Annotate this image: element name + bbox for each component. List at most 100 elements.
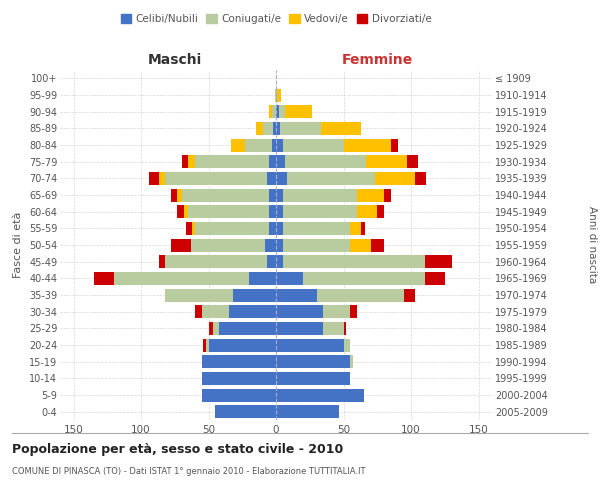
- Bar: [193, 222, 195, 235]
- Bar: [415, 172, 426, 185]
- Bar: [182, 188, 269, 202]
- Bar: [323, 322, 343, 335]
- Bar: [283, 188, 357, 202]
- Bar: [178, 188, 182, 202]
- Bar: [303, 272, 425, 285]
- Bar: [276, 172, 287, 185]
- Text: Popolazione per età, sesso e stato civile - 2010: Popolazione per età, sesso e stato civil…: [12, 442, 343, 456]
- Bar: [202, 355, 276, 368]
- Bar: [283, 255, 425, 268]
- Bar: [195, 222, 269, 235]
- Bar: [209, 322, 212, 335]
- Bar: [202, 305, 229, 318]
- Bar: [357, 188, 384, 202]
- Bar: [323, 305, 350, 318]
- Bar: [391, 138, 398, 151]
- Bar: [283, 138, 343, 151]
- Bar: [191, 238, 265, 252]
- Bar: [377, 205, 384, 218]
- Bar: [188, 155, 195, 168]
- Bar: [195, 155, 269, 168]
- Bar: [170, 238, 191, 252]
- Bar: [215, 405, 276, 418]
- Bar: [269, 188, 276, 202]
- Bar: [277, 88, 281, 102]
- Bar: [350, 238, 371, 252]
- Bar: [272, 105, 276, 118]
- Bar: [275, 88, 276, 102]
- Bar: [367, 155, 407, 168]
- Bar: [184, 205, 188, 218]
- Bar: [195, 305, 202, 318]
- Bar: [94, 272, 114, 285]
- Text: Femmine: Femmine: [341, 52, 413, 66]
- Bar: [202, 388, 276, 402]
- Bar: [232, 138, 245, 151]
- Bar: [269, 105, 272, 118]
- Bar: [404, 288, 415, 302]
- Bar: [166, 172, 266, 185]
- Bar: [343, 338, 350, 351]
- Bar: [384, 188, 391, 202]
- Bar: [276, 222, 283, 235]
- Bar: [209, 338, 276, 351]
- Bar: [158, 172, 166, 185]
- Bar: [276, 388, 364, 402]
- Bar: [276, 238, 283, 252]
- Bar: [278, 105, 286, 118]
- Bar: [425, 272, 445, 285]
- Bar: [350, 222, 361, 235]
- Bar: [276, 122, 280, 135]
- Bar: [188, 205, 269, 218]
- Bar: [286, 155, 367, 168]
- Bar: [276, 272, 303, 285]
- Bar: [149, 172, 158, 185]
- Bar: [266, 172, 276, 185]
- Bar: [202, 372, 276, 385]
- Y-axis label: Fasce di età: Fasce di età: [13, 212, 23, 278]
- Bar: [269, 205, 276, 218]
- Bar: [276, 288, 317, 302]
- Bar: [276, 205, 283, 218]
- Bar: [287, 172, 374, 185]
- Bar: [361, 222, 365, 235]
- Bar: [185, 222, 193, 235]
- Bar: [263, 122, 274, 135]
- Bar: [374, 172, 415, 185]
- Bar: [220, 322, 276, 335]
- Bar: [249, 272, 276, 285]
- Bar: [276, 305, 323, 318]
- Bar: [203, 338, 206, 351]
- Bar: [233, 288, 276, 302]
- Bar: [276, 188, 283, 202]
- Bar: [407, 155, 418, 168]
- Bar: [283, 222, 350, 235]
- Bar: [182, 155, 188, 168]
- Text: Anni di nascita: Anni di nascita: [587, 206, 597, 284]
- Bar: [276, 255, 283, 268]
- Bar: [272, 138, 276, 151]
- Bar: [170, 188, 178, 202]
- Bar: [276, 322, 323, 335]
- Bar: [343, 322, 346, 335]
- Bar: [212, 322, 220, 335]
- Bar: [266, 255, 276, 268]
- Text: COMUNE DI PINASCA (TO) - Dati ISTAT 1° gennaio 2010 - Elaborazione TUTTITALIA.IT: COMUNE DI PINASCA (TO) - Dati ISTAT 1° g…: [12, 468, 365, 476]
- Bar: [114, 272, 249, 285]
- Bar: [245, 138, 272, 151]
- Bar: [286, 105, 313, 118]
- Bar: [276, 372, 350, 385]
- Bar: [350, 305, 357, 318]
- Bar: [265, 238, 276, 252]
- Bar: [206, 338, 209, 351]
- Bar: [269, 155, 276, 168]
- Bar: [269, 222, 276, 235]
- Bar: [276, 105, 278, 118]
- Bar: [178, 205, 184, 218]
- Bar: [276, 138, 283, 151]
- Bar: [276, 405, 340, 418]
- Legend: Celibi/Nubili, Coniugati/e, Vedovi/e, Divorziati/e: Celibi/Nubili, Coniugati/e, Vedovi/e, Di…: [116, 10, 436, 29]
- Bar: [320, 122, 361, 135]
- Bar: [274, 122, 276, 135]
- Bar: [166, 255, 266, 268]
